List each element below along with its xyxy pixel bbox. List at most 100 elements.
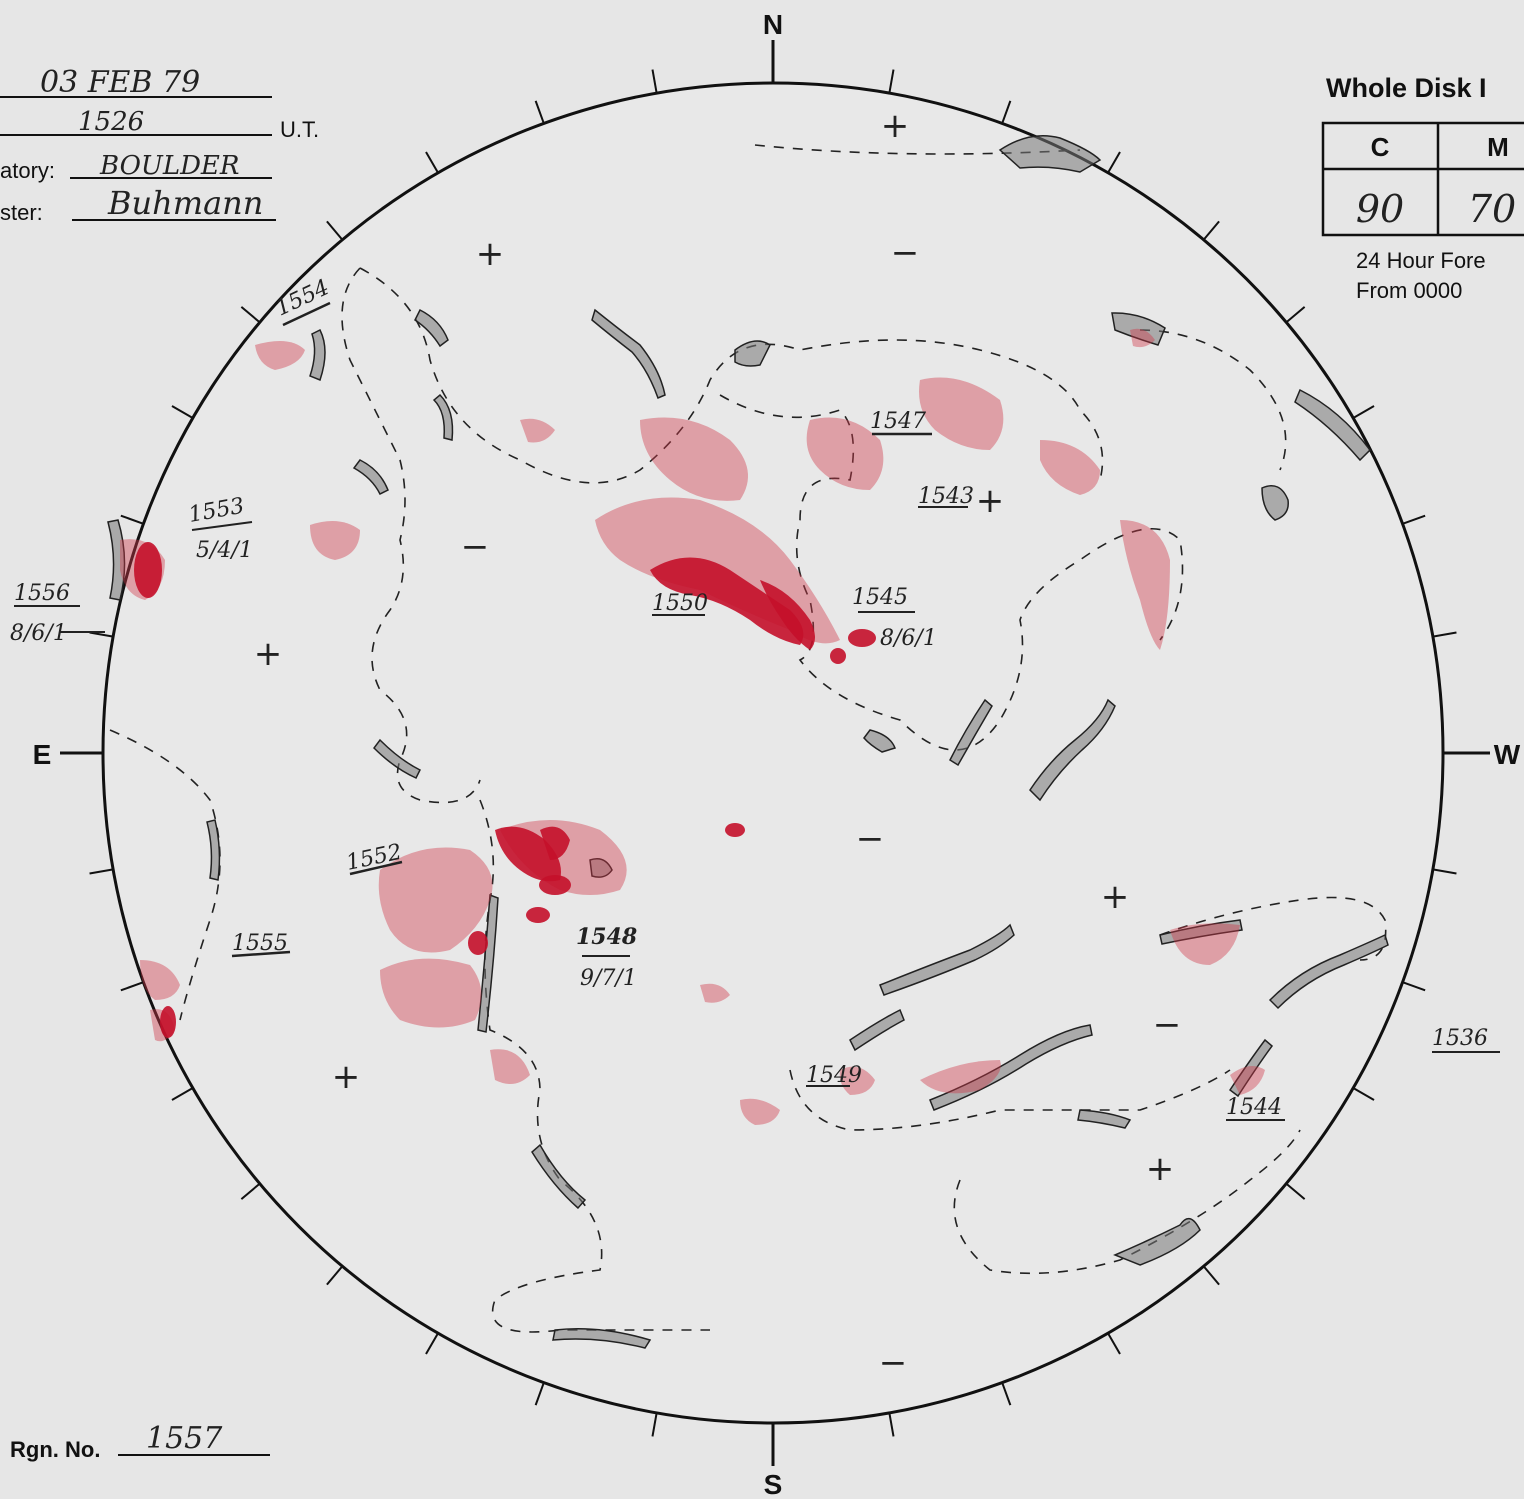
limb-tick <box>888 1412 895 1437</box>
limb-tick <box>89 631 114 638</box>
limb-tick <box>534 100 545 124</box>
plage-1552-south <box>380 958 482 1028</box>
forecast-col-c: C <box>1371 132 1390 162</box>
plage-southwest <box>920 1060 1001 1094</box>
forecast-note-line2: From 0000 <box>1356 278 1462 303</box>
sunspot-1548-b <box>540 826 570 860</box>
limb-tick <box>888 69 895 94</box>
forecast-title: Whole Disk I <box>1326 73 1487 103</box>
limb-tick <box>1202 220 1220 241</box>
sunspot-group-1550 <box>650 557 804 645</box>
neutral-line-west <box>1159 896 1387 961</box>
region-1553-class: 5/4/1 <box>196 538 253 563</box>
observation-date: 03 FEB 79 <box>40 65 200 100</box>
plage-1543 <box>1040 440 1100 495</box>
limb-tick <box>1285 306 1306 324</box>
limb-tick <box>1107 1332 1121 1355</box>
whole-disk-forecast-box: Whole Disk I C M 90 70 24 Hour Fore From… <box>1321 73 1524 303</box>
neutral-line-southwest-lower <box>789 1069 1231 1131</box>
filament-north-limb <box>998 135 1102 173</box>
limb-tick <box>326 220 344 241</box>
forecaster-label: ster: <box>0 200 43 225</box>
filament-southwest-2 <box>849 1008 905 1052</box>
plage-west-upper <box>1170 923 1240 965</box>
filament-northwest <box>1111 312 1166 346</box>
forecast-col-m: M <box>1487 132 1509 162</box>
limb-tick <box>1432 631 1457 638</box>
plage-1544 <box>1230 1066 1265 1095</box>
plage-1552 <box>378 847 493 953</box>
polarity-minus: − <box>856 819 885 859</box>
plage-north-central <box>640 417 748 501</box>
region-1547-label: 1547 <box>870 409 926 434</box>
filament-east-3 <box>373 738 422 779</box>
filament-1544 <box>1228 1038 1274 1098</box>
region-1545-label: 1545 <box>852 585 908 610</box>
limb-tick <box>171 1087 194 1101</box>
sunspot-1552 <box>468 931 488 955</box>
region-1553-underline <box>191 521 253 531</box>
filament-1554-b <box>309 328 326 381</box>
limb-tick <box>1352 405 1375 419</box>
neutral-lines <box>109 144 1387 1333</box>
polarity-plus: + <box>881 106 910 146</box>
filament-south-west-short <box>1077 1109 1132 1129</box>
forecast-value-m: 70 <box>1468 187 1516 231</box>
polarity-plus: + <box>476 234 505 274</box>
polarity-minus: − <box>891 233 920 273</box>
polarity-minus: − <box>1153 1005 1182 1045</box>
region-1548-class: 9/7/1 <box>580 966 637 991</box>
polarity-signs: + + − + − + − + − + + − <box>254 106 1182 1383</box>
forecast-value-c: 90 <box>1356 187 1404 231</box>
limb-tick <box>1432 868 1457 875</box>
limb-tick <box>1001 100 1012 124</box>
neutral-line-north <box>754 144 1081 155</box>
neutral-line-northwest <box>1139 329 1287 471</box>
limb-tick <box>1202 1265 1220 1286</box>
neutral-line-south-west <box>953 1129 1301 1275</box>
compass-south: S <box>764 1469 783 1499</box>
limb-tick <box>1107 151 1121 174</box>
plage-1554 <box>255 341 305 370</box>
region-number-value: 1557 <box>146 1421 223 1456</box>
footer-block: Rgn. No. 1557 <box>10 1421 270 1462</box>
limb-tick <box>171 405 194 419</box>
filament-south-limb <box>552 1328 652 1349</box>
sunspot-group-1550-trail <box>760 580 815 650</box>
plage-1547-a <box>806 417 884 490</box>
limb-tick <box>651 1412 658 1437</box>
filament-north-small <box>734 340 771 367</box>
plage-small-center <box>700 983 730 1003</box>
filament-south-1 <box>531 1143 587 1210</box>
filament-1548-knot <box>589 858 613 878</box>
compass-west: W <box>1494 739 1521 770</box>
filament-west-lower <box>1268 933 1389 1010</box>
limb-tick <box>1402 981 1426 992</box>
polarity-minus: − <box>879 1343 908 1383</box>
observation-time: 1526 <box>78 107 144 137</box>
sunspot-1556 <box>134 542 162 598</box>
limb-tick <box>425 1332 439 1355</box>
region-1550-label: 1550 <box>652 591 708 616</box>
region-1548-label: 1548 <box>576 924 637 950</box>
region-1543-label: 1543 <box>918 484 974 509</box>
limb-tick <box>1285 1182 1306 1200</box>
compass-east: E <box>33 739 52 770</box>
filaments <box>107 135 1389 1349</box>
filament-west-upper <box>1159 919 1243 945</box>
filament-southwest-3 <box>929 1024 1093 1111</box>
region-1556-class: 8/6/1 <box>10 621 67 646</box>
limb-tick <box>326 1265 344 1286</box>
filament-east-1 <box>432 393 454 441</box>
region-1552-underline <box>349 860 403 876</box>
filament-southwest-1 <box>879 923 1015 996</box>
time-unit: U.T. <box>280 117 319 142</box>
limb-tick <box>120 514 144 525</box>
polarity-minus: − <box>461 527 490 567</box>
sunspots <box>134 542 876 1038</box>
sunspot-east-limb-south <box>160 1006 176 1038</box>
header-block: 03 FEB 79 1526 U.T. atory: BOULDER ster:… <box>0 65 319 225</box>
observatory-label: atory: <box>0 158 55 183</box>
neutral-line-center <box>719 394 1184 751</box>
polarity-plus: + <box>1146 1149 1175 1189</box>
